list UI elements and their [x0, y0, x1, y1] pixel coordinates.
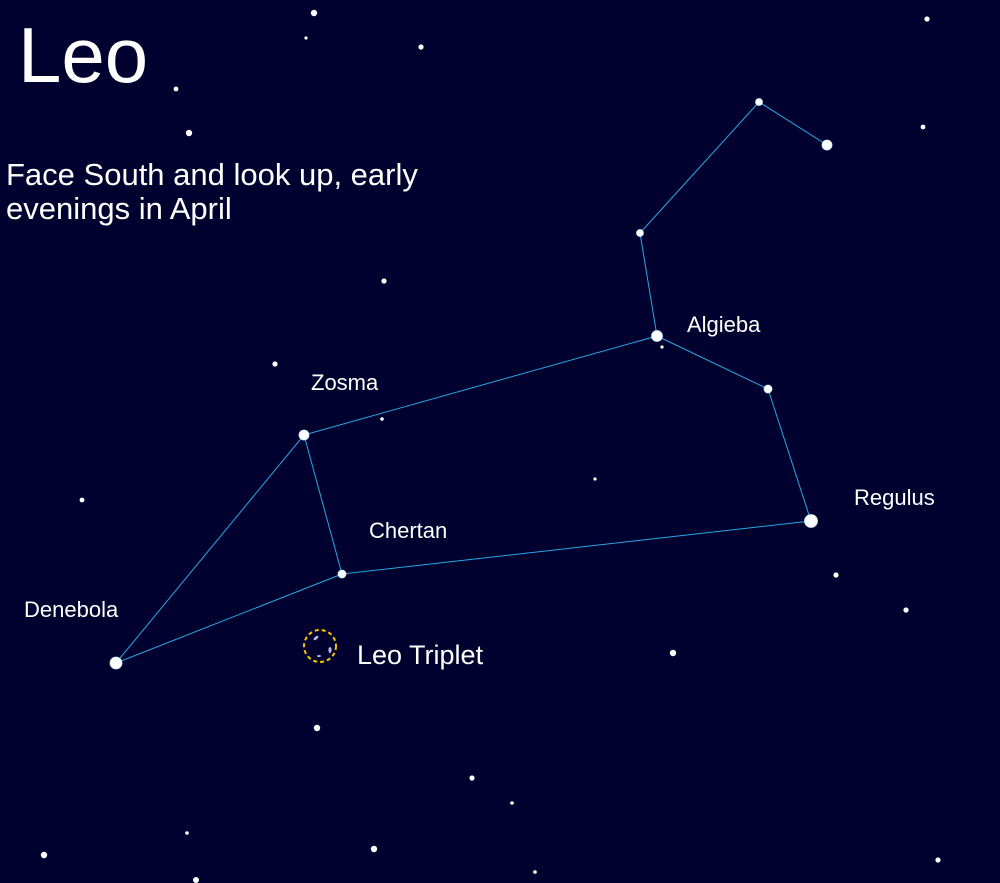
line-eta-regulus: [767, 388, 812, 522]
background-star: [40, 851, 48, 859]
background-star: [924, 16, 930, 22]
line-denebola-chertan: [115, 573, 343, 664]
star-label-algieba: Algieba: [687, 312, 761, 337]
line-adhafera-rasalas: [639, 101, 760, 234]
line-algieba-eta: [656, 335, 769, 390]
star-label-denebola: Denebola: [24, 597, 119, 622]
background-star: [920, 124, 926, 130]
star-label-chertan: Chertan: [369, 518, 448, 543]
star-algieba: [651, 330, 663, 342]
star-denebola: [109, 656, 123, 670]
background-star: [833, 572, 839, 578]
background-star: [185, 831, 189, 835]
background-star: [193, 877, 199, 883]
background-star: [903, 607, 909, 613]
star-label-zosma: Zosma: [311, 370, 379, 395]
line-zosma-algieba: [303, 335, 658, 436]
background-star: [313, 724, 321, 732]
background-star: [185, 129, 193, 137]
line-rasalas-epsilon: [758, 101, 828, 146]
background-star: [310, 9, 318, 17]
star-chertan: [337, 569, 347, 579]
background-stars: [40, 9, 941, 883]
background-star: [304, 36, 308, 40]
star-rasalas: [755, 98, 763, 106]
background-star: [370, 845, 378, 853]
line-chertan-regulus: [341, 520, 812, 575]
background-star: [510, 801, 514, 805]
background-star: [381, 278, 387, 284]
background-star: [173, 86, 179, 92]
background-star: [469, 775, 475, 781]
background-star: [669, 649, 677, 657]
background-star: [418, 44, 424, 50]
chart-title: Leo: [18, 11, 149, 99]
galaxy-ring: [303, 629, 337, 663]
star-eta: [763, 384, 773, 394]
line-zosma-chertan: [303, 434, 343, 575]
constellation-lines: [115, 101, 828, 664]
background-star: [593, 477, 597, 481]
leo-triplet-marker: [303, 629, 337, 663]
star-epsilon: [821, 139, 833, 151]
background-star: [533, 870, 537, 874]
viewing-instructions: Face South and look up, early evenings i…: [6, 157, 418, 226]
background-star: [380, 417, 384, 421]
background-star: [272, 361, 278, 367]
galaxy-label-leo-triplet: Leo Triplet: [357, 640, 484, 670]
star-adhafera: [636, 229, 644, 237]
background-star: [935, 857, 941, 863]
galaxy-m65: [313, 635, 319, 641]
galaxy-m66: [328, 647, 332, 653]
background-star: [660, 345, 664, 349]
galaxy-ngc3628: [317, 655, 321, 657]
line-algieba-adhafera: [639, 232, 658, 337]
line-denebola-zosma: [115, 434, 305, 664]
background-star: [79, 497, 85, 503]
star-label-regulus: Regulus: [854, 485, 935, 510]
star-zosma: [298, 429, 310, 441]
star-regulus: [804, 514, 818, 528]
constellation-stars: [109, 98, 833, 670]
